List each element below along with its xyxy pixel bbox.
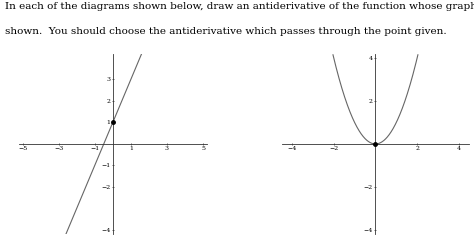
Text: In each of the diagrams shown below, draw an antiderivative of the function whos: In each of the diagrams shown below, dra…: [5, 2, 474, 11]
Text: shown.  You should choose the antiderivative which passes through the point give: shown. You should choose the antiderivat…: [5, 27, 447, 36]
